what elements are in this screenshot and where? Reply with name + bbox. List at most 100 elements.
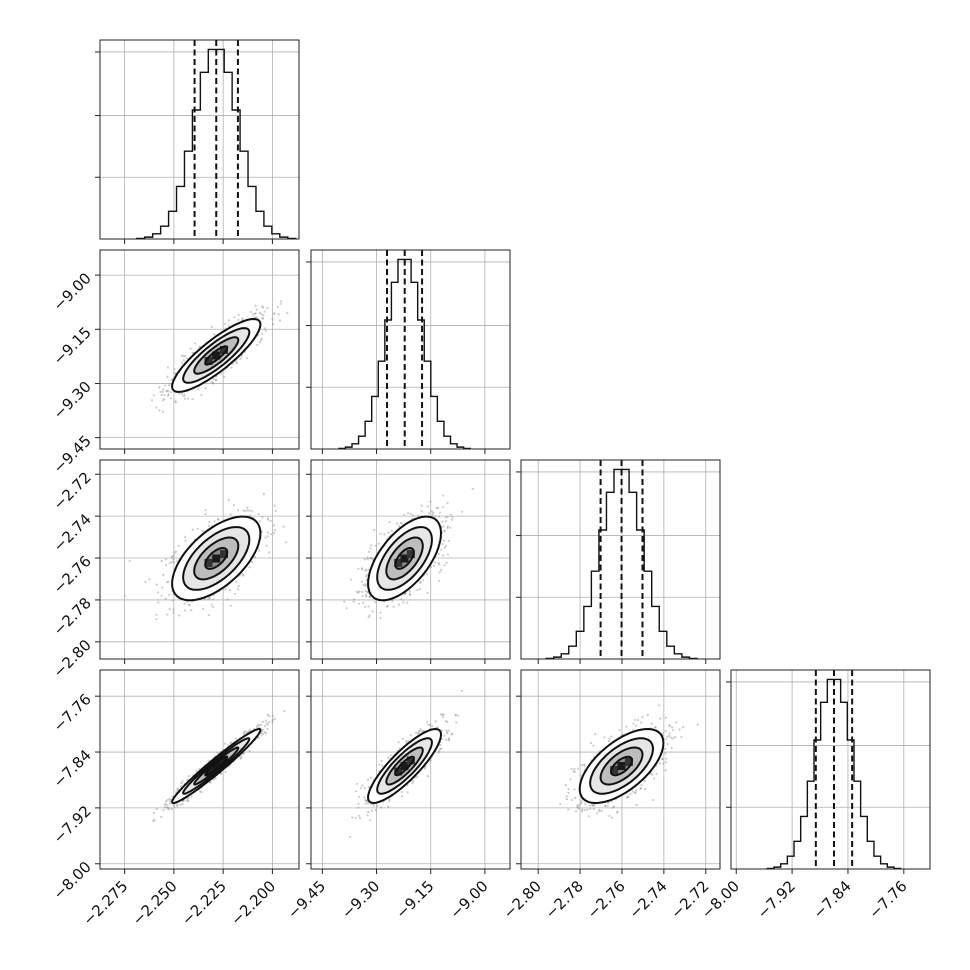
sample-point: [246, 506, 249, 509]
sample-point: [429, 723, 432, 726]
sample-point: [634, 724, 638, 727]
sample-point: [661, 757, 664, 761]
sample-point: [368, 596, 371, 599]
panel-content: [100, 670, 299, 869]
sample-point: [579, 774, 582, 777]
sample-point: [635, 789, 638, 792]
sample-point: [367, 778, 370, 781]
sample-point: [229, 741, 232, 744]
sample-point: [387, 756, 390, 759]
sample-point: [253, 316, 256, 319]
sample-point: [454, 713, 458, 716]
sample-point: [402, 601, 405, 604]
y-tick-label: −7.92: [50, 802, 95, 847]
sample-point: [257, 736, 260, 740]
sample-point: [576, 805, 579, 808]
sample-point: [408, 592, 412, 595]
sample-point: [212, 778, 215, 781]
sample-point: [242, 574, 245, 577]
sample-point: [426, 775, 429, 778]
sample-point: [174, 550, 178, 553]
sample-point: [212, 598, 215, 601]
sample-point: [168, 561, 171, 565]
sample-point: [208, 520, 211, 523]
panel-frame: [520, 459, 721, 660]
sample-point: [232, 504, 235, 507]
sample-point: [263, 327, 266, 330]
sample-point: [430, 565, 433, 569]
sample-point: [408, 593, 412, 597]
sample-point: [151, 399, 154, 402]
sample-point: [580, 810, 584, 813]
sample-point: [258, 549, 261, 552]
sample-point: [169, 799, 172, 803]
sample-point: [418, 729, 421, 732]
sample-point: [397, 741, 400, 744]
sample-point: [360, 567, 363, 570]
sample-point: [582, 763, 586, 766]
panel-frame: [310, 249, 511, 450]
sample-point: [155, 807, 158, 811]
sample-point: [364, 605, 367, 609]
sample-point: [584, 802, 587, 806]
sample-point: [664, 716, 668, 719]
sample-point: [160, 393, 163, 396]
sample-point: [409, 512, 412, 515]
sample-point: [170, 808, 173, 811]
sample-point: [627, 795, 630, 798]
sample-point: [155, 613, 158, 616]
density-cell: [212, 351, 221, 360]
sample-point: [580, 764, 584, 767]
sample-point: [263, 310, 266, 313]
sample-point: [223, 375, 226, 378]
sample-point: [578, 803, 581, 807]
sample-point: [604, 804, 607, 807]
sample-point: [445, 561, 448, 565]
sample-point: [359, 817, 362, 820]
sample-point: [571, 798, 574, 802]
sample-point: [589, 741, 593, 745]
sample-point: [261, 317, 264, 320]
sample-point: [367, 605, 370, 608]
contour-line: [385, 536, 424, 581]
sample-point: [365, 800, 368, 803]
sample-point: [388, 521, 391, 524]
sample-point: [565, 798, 569, 801]
sample-point: [447, 539, 450, 543]
sample-point: [271, 714, 274, 718]
sample-point: [616, 811, 619, 814]
sample-point: [243, 731, 246, 734]
sample-point: [235, 362, 239, 365]
sample-point: [266, 727, 269, 731]
sample-point: [165, 806, 168, 809]
sample-point: [229, 604, 232, 607]
sample-point: [266, 723, 269, 726]
scatter-panel-0-2: [99, 459, 300, 664]
sample-point: [574, 796, 577, 800]
sample-point: [639, 787, 642, 790]
sample-point: [244, 730, 247, 733]
contour-line: [599, 746, 644, 786]
sample-point: [176, 788, 179, 791]
sample-point: [169, 802, 172, 805]
sample-point: [155, 583, 159, 586]
sample-point: [178, 614, 181, 617]
sample-point: [438, 571, 441, 574]
sample-point: [408, 589, 411, 593]
sample-point: [241, 317, 244, 320]
sample-point: [278, 319, 282, 322]
sample-point: [424, 765, 427, 768]
sample-point: [236, 509, 240, 512]
sample-point: [361, 590, 364, 594]
sample-point: [442, 554, 445, 557]
sample-point: [230, 366, 233, 369]
sample-point: [171, 599, 174, 602]
sample-point: [664, 747, 667, 751]
sample-point: [358, 795, 361, 798]
sample-point: [166, 394, 170, 397]
sample-point: [437, 751, 440, 754]
density-cell: [220, 550, 228, 559]
sample-point: [246, 509, 249, 512]
sample-point: [653, 777, 656, 780]
panel-content: [100, 460, 299, 659]
